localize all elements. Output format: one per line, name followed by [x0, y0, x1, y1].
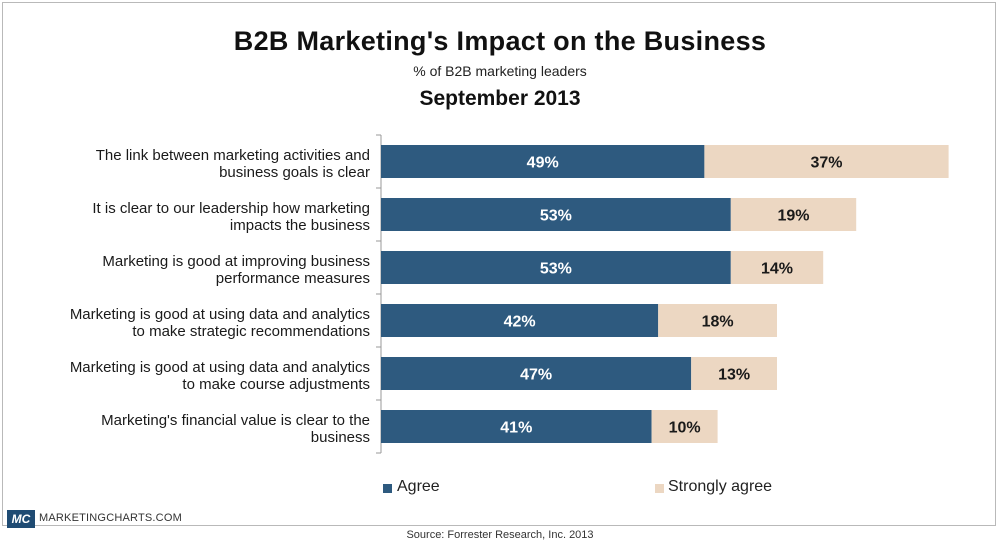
- bar-agree: [381, 251, 731, 284]
- data-label-strongly-agree: 14%: [761, 261, 793, 278]
- bar-strongly-agree: [704, 145, 949, 178]
- brand-url[interactable]: MARKETINGCHARTS.COM: [39, 512, 182, 524]
- bar-strongly-agree: [658, 304, 777, 337]
- legend-label-agree: Agree: [397, 478, 440, 495]
- category-label: It is clear to our leadership how market…: [92, 200, 370, 217]
- data-label-strongly-agree: 10%: [669, 420, 701, 437]
- source-note: Source: Forrester Research, Inc. 2013: [406, 529, 594, 541]
- data-label-agree: 53%: [540, 261, 572, 278]
- category-label: Marketing's financial value is clear to …: [101, 412, 370, 429]
- data-label-agree: 49%: [527, 155, 559, 172]
- category-label: The link between marketing activities an…: [96, 147, 370, 164]
- legend-swatch-strongly-agree: [655, 484, 664, 493]
- chart-title: B2B Marketing's Impact on the Business: [233, 26, 767, 56]
- chart-date: September 2013: [419, 87, 581, 110]
- data-label-strongly-agree: 19%: [777, 208, 809, 225]
- category-label: to make strategic recommendations: [132, 323, 370, 340]
- legend-swatch-agree: [383, 484, 392, 493]
- category-label: impacts the business: [230, 217, 370, 234]
- data-label-strongly-agree: 18%: [702, 314, 734, 331]
- marketingcharts-logo: MC: [7, 510, 35, 528]
- legend-label-strongly-agree: Strongly agree: [668, 478, 773, 495]
- data-label-strongly-agree: 37%: [810, 155, 842, 172]
- bar-agree: [381, 198, 731, 231]
- bar-strongly-agree: [651, 410, 718, 443]
- bar-strongly-agree: [691, 357, 777, 390]
- data-label-agree: 53%: [540, 208, 572, 225]
- data-label-agree: 41%: [500, 420, 532, 437]
- data-label-agree: 42%: [504, 314, 536, 331]
- category-label: Marketing is good at using data and anal…: [70, 306, 370, 323]
- bar-strongly-agree: [730, 251, 824, 284]
- category-label: Marketing is good at using data and anal…: [70, 359, 370, 376]
- category-label: business: [311, 429, 370, 446]
- category-label: business goals is clear: [219, 164, 370, 181]
- chart-subtitle: % of B2B marketing leaders: [413, 63, 587, 79]
- category-label: performance measures: [216, 270, 370, 287]
- category-label: Marketing is good at improving business: [102, 253, 370, 270]
- bar-agree: [381, 145, 705, 178]
- bar-agree: [381, 304, 659, 337]
- bar-strongly-agree: [730, 198, 857, 231]
- bar-agree: [381, 410, 652, 443]
- data-label-agree: 47%: [520, 367, 552, 384]
- data-label-strongly-agree: 13%: [718, 367, 750, 384]
- bar-agree: [381, 357, 692, 390]
- category-label: to make course adjustments: [182, 376, 370, 393]
